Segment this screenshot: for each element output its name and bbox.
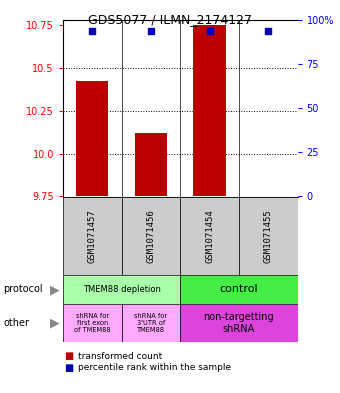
Text: GSM1071456: GSM1071456 [147, 209, 155, 263]
Text: GSM1071457: GSM1071457 [88, 209, 97, 263]
Text: transformed count: transformed count [78, 352, 163, 360]
Bar [180, 196, 239, 275]
Text: ▶: ▶ [50, 283, 59, 296]
Text: TMEM88 depletion: TMEM88 depletion [83, 285, 160, 294]
Bar [63, 196, 122, 275]
Text: other: other [3, 318, 29, 328]
Text: ■: ■ [65, 351, 74, 361]
Text: percentile rank within the sample: percentile rank within the sample [78, 364, 231, 372]
Bar [63, 275, 180, 304]
Bar [122, 196, 180, 275]
Bar [180, 304, 298, 342]
Text: ■: ■ [65, 363, 74, 373]
Bar [193, 25, 226, 196]
Text: GSM1071454: GSM1071454 [205, 209, 214, 263]
Bar [76, 81, 108, 196]
Text: control: control [220, 285, 258, 294]
Text: shRNA for
first exon
of TMEM88: shRNA for first exon of TMEM88 [74, 313, 110, 333]
Text: ▶: ▶ [50, 316, 59, 330]
Text: GSM1071455: GSM1071455 [264, 209, 273, 263]
Text: GDS5077 / ILMN_2174127: GDS5077 / ILMN_2174127 [88, 13, 252, 26]
Text: non-targetting
shRNA: non-targetting shRNA [204, 312, 274, 334]
Text: shRNA for
3'UTR of
TMEM88: shRNA for 3'UTR of TMEM88 [134, 313, 167, 333]
Bar [63, 304, 122, 342]
Bar [135, 133, 167, 196]
Bar [239, 196, 298, 275]
Bar [180, 275, 298, 304]
Bar [122, 304, 180, 342]
Text: protocol: protocol [3, 285, 43, 294]
